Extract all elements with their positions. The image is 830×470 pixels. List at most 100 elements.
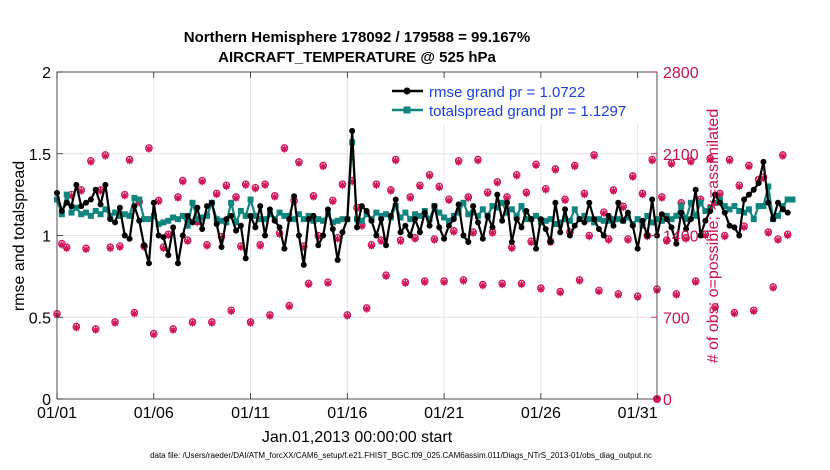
asterisk-stroke [83,246,90,253]
rmse-point [571,222,578,229]
rmse-point [537,216,544,223]
obs-assimilated-point [87,158,95,166]
obs-assimilated-point [198,178,206,186]
rmse-point [266,206,273,213]
obs-assimilated-point [319,162,327,171]
asterisk-stroke [426,172,433,179]
totalspread-point [242,212,249,219]
rmse-point [586,199,593,206]
asterisk-stroke [174,195,181,202]
totalspread-point [721,203,728,210]
obs-assimilated-point [396,237,405,245]
rmse-point [649,196,656,203]
asterisk-stroke [620,204,627,211]
asterisk-stroke [634,294,641,301]
rmse-point [697,232,704,239]
legend-spread-label: totalspread grand pr = 1.1297 [429,103,626,120]
rmse-point [683,225,690,232]
obs-assimilated-point [150,331,158,339]
asterisk-stroke [397,238,404,245]
asterisk-stroke [150,331,157,338]
obs-assimilated-point [92,326,100,334]
asterisk-stroke [204,243,210,249]
totalspread-point [204,212,210,219]
rmse-series [54,127,791,268]
obs-assimilated-point [667,160,676,168]
totalspread-point [741,209,748,216]
asterisk-stroke [745,163,752,170]
rmse-point [668,224,675,231]
obs-assimilated-point [701,231,709,240]
asterisk-stroke [668,161,675,168]
rmse-point [194,204,201,211]
legend-spread-marker [403,106,411,114]
obs-assimilated-point [416,182,424,191]
totalspread-point [436,209,443,216]
totalspread-point [373,209,380,216]
totalspread-point [116,212,123,219]
right-axis-ticks: 0 700 1400 2100 2800 [651,65,699,409]
obs-assimilated-point [730,310,739,318]
rmse-point [329,225,336,232]
totalspread-point [552,221,559,228]
rmse-point [726,222,733,229]
rmse-point [770,216,777,223]
asterisk-stroke [750,308,757,315]
asterisk-stroke [460,278,467,285]
obs-assimilated-point [72,324,80,332]
totalspread-point [474,212,481,219]
obs-assimilated-point [513,172,521,180]
totalspread-point [581,212,588,219]
asterisk-stroke [392,157,399,164]
totalspread-point [174,216,181,223]
asterisk-stroke [455,158,462,165]
rmse-point [213,221,220,228]
totalspread-point [305,212,312,219]
rmse-point [58,207,65,214]
asterisk-stroke [712,304,719,311]
rmse-point [765,199,772,206]
asterisk-stroke [63,245,70,252]
asterisk-stroke [155,198,162,205]
totalspread-point [736,207,743,214]
right-tick-label: 2800 [663,65,699,82]
obs-assimilated-point [479,282,487,290]
asterisk-stroke [605,237,612,244]
asterisk-stroke [184,238,191,245]
rmse-point [542,225,549,232]
obs-assimilated-point [184,237,192,245]
left-tick-label: 0.5 [29,310,51,327]
asterisk-stroke [358,223,365,230]
asterisk-stroke [591,153,598,160]
totalspread-point [295,211,302,218]
rmse-point [639,217,646,224]
left-axis-label: rmse and totalspread [11,161,28,311]
totalspread-point [252,212,259,219]
totalspread-point [600,217,607,224]
asterisk-stroke [687,158,694,165]
totalspread-point [160,219,167,226]
rmse-point [92,186,99,193]
right-tick-label: 0 [663,392,672,409]
obs-assimilated-point [648,157,656,165]
obs-assimilated-point [130,310,139,318]
rmse-point [620,217,627,224]
totalspread-point [683,216,690,223]
totalspread-point [320,217,327,224]
obs-assimilated-point [779,152,787,160]
totalspread-point [673,212,680,219]
rmse-point [557,229,564,236]
totalspread-point [237,207,244,214]
obs-assimilated-point [406,194,414,202]
obs-assimilated-point [377,237,385,245]
asterisk-stroke [663,238,670,245]
rmse-point [474,219,481,226]
totalspread-point [441,214,448,221]
rmse-point [126,235,133,242]
asterisk-stroke [528,239,535,246]
totalspread-point [334,217,341,224]
obs-assimilated-point [638,191,647,199]
asterisk-stroke [73,324,80,331]
obs-assimilated-point [411,235,419,243]
totalspread-point [678,203,685,210]
